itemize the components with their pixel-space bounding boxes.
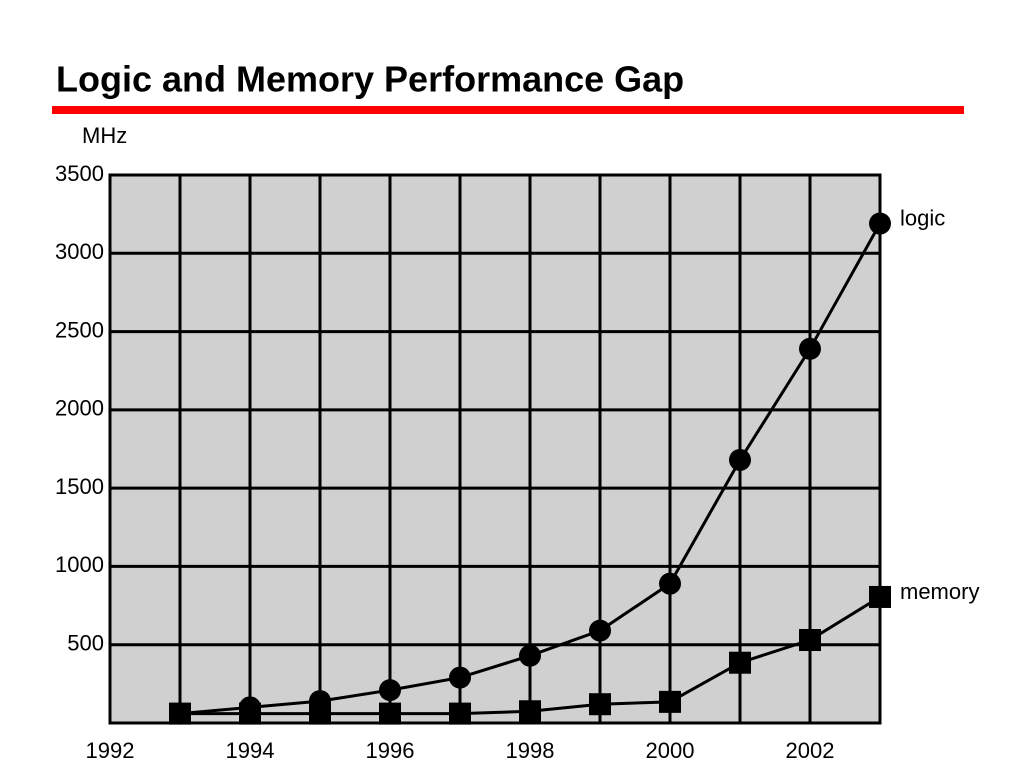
y-tick-label: 500 [67, 631, 104, 656]
y-tick-label: 3500 [55, 161, 104, 186]
x-tick-label: 1992 [86, 738, 135, 763]
point [519, 644, 541, 667]
point [799, 337, 821, 360]
point [379, 679, 401, 702]
y-tick-label: 3000 [55, 239, 104, 264]
title-rule [52, 106, 964, 114]
point [589, 693, 611, 716]
series-label: logic [900, 205, 945, 230]
y-tick-label: 2000 [55, 396, 104, 421]
point [519, 700, 541, 723]
point [869, 585, 891, 608]
y-tick-label: 1000 [55, 552, 104, 577]
point [729, 651, 751, 674]
x-tick-label: 1998 [506, 738, 555, 763]
slide-title: Logic and Memory Performance Gap [56, 59, 684, 100]
point [799, 629, 821, 652]
series-label: memory [900, 579, 979, 604]
plot-area [108, 173, 882, 725]
point [659, 690, 681, 713]
point [449, 666, 471, 689]
x-tick-label: 1996 [366, 738, 415, 763]
x-tick-label: 2000 [646, 738, 695, 763]
point [379, 702, 401, 725]
point [869, 212, 891, 235]
y-axis-label: MHz [82, 123, 127, 148]
y-tick-label: 2500 [55, 317, 104, 342]
x-tick-label: 1994 [226, 738, 275, 763]
x-tick-label: 2002 [786, 738, 835, 763]
point [239, 702, 261, 725]
point [589, 619, 611, 642]
point [659, 572, 681, 595]
point [169, 702, 191, 725]
y-tick-label: 1500 [55, 474, 104, 499]
point [449, 702, 471, 725]
point [309, 702, 331, 725]
point [729, 448, 751, 471]
